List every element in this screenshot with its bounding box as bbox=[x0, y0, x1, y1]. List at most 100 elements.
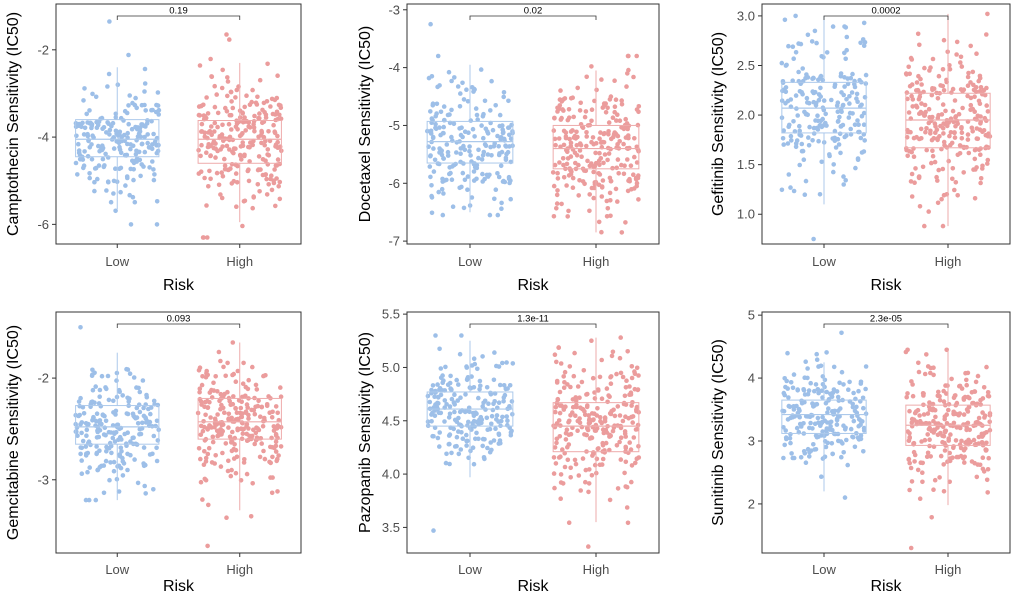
data-point bbox=[137, 389, 143, 395]
data-point bbox=[941, 433, 947, 439]
data-point bbox=[841, 174, 846, 179]
data-point bbox=[471, 461, 477, 467]
data-point bbox=[582, 432, 587, 437]
data-point bbox=[819, 388, 825, 394]
data-point bbox=[969, 125, 975, 131]
data-point bbox=[841, 182, 846, 187]
data-point bbox=[572, 457, 578, 463]
data-point bbox=[126, 121, 131, 127]
data-point bbox=[801, 387, 807, 393]
data-point bbox=[909, 57, 915, 62]
significance-bracket bbox=[469, 15, 597, 20]
data-point bbox=[597, 172, 603, 177]
data-point bbox=[451, 162, 457, 168]
data-point bbox=[218, 391, 224, 397]
significance-bracket bbox=[116, 323, 241, 328]
data-point bbox=[847, 379, 852, 385]
data-point bbox=[497, 123, 503, 129]
data-point bbox=[125, 175, 130, 181]
data-point bbox=[908, 545, 914, 551]
data-point bbox=[244, 93, 249, 98]
data-point bbox=[496, 419, 501, 424]
data-point bbox=[480, 179, 486, 184]
data-point bbox=[85, 133, 91, 139]
data-point bbox=[791, 372, 797, 377]
data-point bbox=[848, 426, 854, 432]
data-point bbox=[151, 167, 156, 172]
data-point bbox=[614, 118, 619, 123]
data-point bbox=[131, 375, 137, 380]
data-point bbox=[212, 424, 217, 430]
data-point bbox=[797, 162, 802, 168]
data-point bbox=[211, 139, 217, 144]
y-tick-label: 2 bbox=[748, 496, 755, 511]
box-iqr bbox=[781, 399, 867, 434]
data-point bbox=[494, 413, 500, 418]
data-point bbox=[233, 379, 239, 385]
data-point bbox=[958, 60, 963, 65]
data-point bbox=[449, 78, 454, 84]
data-point bbox=[629, 364, 635, 369]
data-point bbox=[235, 426, 240, 432]
data-point bbox=[951, 119, 956, 125]
data-point bbox=[430, 101, 436, 106]
data-point bbox=[974, 474, 980, 480]
data-point bbox=[981, 385, 987, 390]
data-point bbox=[811, 236, 816, 242]
data-point bbox=[491, 438, 497, 443]
data-point bbox=[92, 188, 97, 194]
data-point bbox=[555, 188, 560, 193]
data-point bbox=[563, 130, 569, 135]
data-point bbox=[924, 454, 930, 460]
data-point bbox=[150, 107, 155, 113]
data-point bbox=[984, 103, 989, 108]
data-point bbox=[465, 174, 471, 179]
y-tick-label: 5 bbox=[748, 308, 755, 323]
data-point bbox=[943, 108, 948, 114]
data-point bbox=[83, 497, 89, 503]
data-point bbox=[977, 89, 983, 94]
data-point bbox=[961, 412, 967, 417]
y-tick-label: -4 bbox=[388, 60, 400, 75]
data-point bbox=[965, 394, 971, 400]
data-point bbox=[481, 149, 487, 155]
y-tick-label: 5.5 bbox=[382, 307, 400, 322]
data-point bbox=[565, 457, 571, 463]
data-point bbox=[242, 152, 247, 158]
data-point bbox=[128, 142, 133, 147]
data-point bbox=[844, 133, 849, 138]
data-point bbox=[231, 150, 236, 156]
data-point bbox=[806, 388, 812, 393]
x-tick-label: High bbox=[935, 562, 962, 577]
data-point bbox=[586, 489, 591, 495]
data-point bbox=[146, 145, 152, 150]
data-point bbox=[557, 106, 562, 111]
box-low bbox=[75, 352, 160, 501]
data-point bbox=[504, 360, 509, 365]
data-point bbox=[827, 427, 833, 432]
data-point bbox=[218, 427, 224, 432]
data-point bbox=[495, 212, 501, 218]
data-point bbox=[207, 423, 212, 428]
data-point bbox=[958, 54, 964, 60]
data-point bbox=[975, 373, 981, 379]
data-point bbox=[797, 414, 802, 420]
data-point bbox=[452, 409, 457, 415]
data-point bbox=[577, 178, 582, 183]
data-point bbox=[246, 178, 252, 184]
data-point bbox=[848, 126, 853, 132]
data-point bbox=[552, 352, 558, 358]
data-point bbox=[117, 144, 122, 150]
data-point bbox=[252, 129, 257, 134]
data-point bbox=[781, 455, 786, 461]
data-point bbox=[961, 170, 966, 175]
data-point bbox=[961, 422, 966, 427]
data-point bbox=[97, 394, 102, 400]
data-point bbox=[924, 352, 929, 357]
data-point bbox=[208, 56, 213, 62]
data-point bbox=[979, 440, 985, 445]
data-point bbox=[961, 455, 966, 461]
data-point bbox=[496, 364, 502, 369]
data-point bbox=[959, 438, 964, 444]
data-point bbox=[602, 415, 608, 420]
